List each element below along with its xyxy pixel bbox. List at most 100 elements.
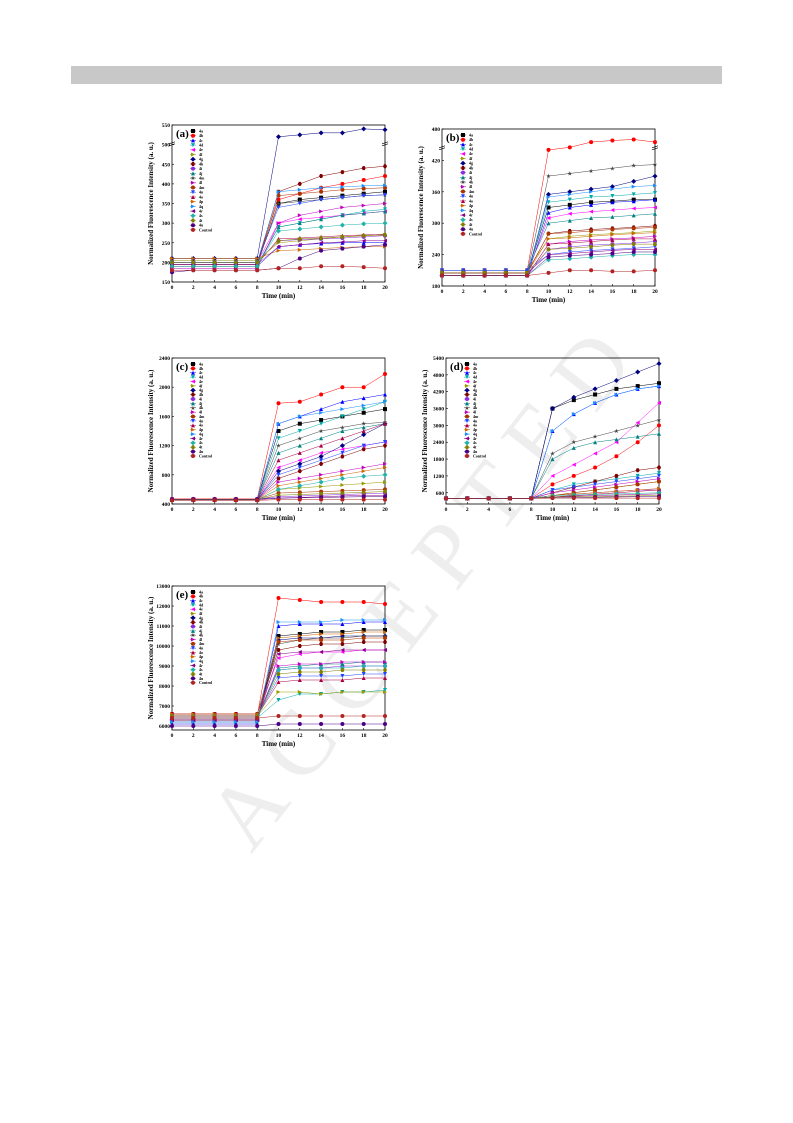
legend-marker <box>461 137 465 142</box>
data-point <box>340 632 345 636</box>
x-tick-label: 18 <box>631 289 637 295</box>
data-point <box>319 638 324 642</box>
data-point <box>340 399 345 404</box>
data-point <box>546 247 551 252</box>
legend-entry: 4h <box>469 165 474 170</box>
data-point <box>297 201 302 206</box>
data-point <box>340 436 345 441</box>
data-point <box>361 410 366 415</box>
data-point <box>276 189 281 194</box>
data-point <box>276 429 281 433</box>
legend-entry: 4e <box>473 379 477 384</box>
data-point <box>319 622 324 626</box>
legend-entry: 4c <box>199 598 203 603</box>
data-point <box>191 724 196 728</box>
data-point <box>191 256 196 261</box>
legend-marker <box>461 198 465 203</box>
data-point <box>631 137 636 142</box>
y-tick-label: 2000 <box>159 385 170 391</box>
data-point <box>383 392 387 397</box>
data-point <box>657 487 661 492</box>
x-tick-label: 6 <box>235 507 238 513</box>
axis-break-mark <box>438 147 446 151</box>
data-point <box>255 260 260 265</box>
legend-entry: 4b <box>469 137 474 142</box>
data-point <box>550 482 555 487</box>
data-point <box>361 494 366 499</box>
data-point <box>340 662 345 666</box>
y-tick-label: 4200 <box>433 390 444 396</box>
data-point <box>383 630 387 634</box>
data-point <box>361 469 366 474</box>
legend-entry: 4d <box>199 602 204 607</box>
legend-marker <box>191 432 195 437</box>
data-point <box>631 226 636 231</box>
legend-entry: 4k <box>469 180 474 185</box>
data-point <box>319 189 324 194</box>
legend-entry: 4e <box>469 151 473 156</box>
data-point <box>382 127 388 133</box>
data-point <box>383 421 387 426</box>
axis-break-mark <box>168 141 176 145</box>
data-point <box>546 257 551 263</box>
data-point <box>276 656 281 660</box>
data-point <box>297 622 302 626</box>
data-point <box>340 472 345 477</box>
legend-marker <box>191 129 195 133</box>
data-point <box>589 268 594 273</box>
data-point <box>589 195 594 200</box>
data-point <box>340 668 345 672</box>
data-point <box>635 496 640 501</box>
x-tick-label: 4 <box>213 733 216 739</box>
data-point <box>233 716 238 720</box>
legend-marker <box>465 432 469 437</box>
panel-label: (d) <box>450 361 464 373</box>
data-point <box>657 473 661 478</box>
data-point <box>340 181 345 186</box>
data-point <box>588 186 594 192</box>
y-tick-label: 350 <box>162 202 171 208</box>
legend-marker <box>465 410 469 415</box>
data-point <box>610 237 615 242</box>
data-point <box>212 720 217 724</box>
data-point <box>319 236 324 241</box>
legend-entry: 4g <box>469 161 473 166</box>
y-tick-label: 2400 <box>159 356 170 362</box>
y-tick-label: 11000 <box>157 624 171 630</box>
data-point <box>614 485 619 490</box>
data-point <box>546 255 551 260</box>
legend-entry: 4k <box>199 405 204 410</box>
x-tick-label: 14 <box>318 285 324 291</box>
data-point <box>170 256 174 261</box>
data-point <box>276 667 281 673</box>
data-point <box>631 269 636 274</box>
x-tick-label: 8 <box>256 507 259 513</box>
data-point <box>297 221 302 226</box>
legend-marker <box>191 204 195 209</box>
data-point <box>319 407 324 412</box>
data-point <box>297 476 302 481</box>
legend-entry: 4i <box>199 166 203 171</box>
data-point <box>610 247 615 252</box>
data-point <box>383 201 387 206</box>
x-tick-label: 20 <box>652 289 658 295</box>
data-point <box>361 600 366 604</box>
data-point <box>340 239 345 244</box>
data-point <box>361 714 366 718</box>
x-tick-label: 0 <box>171 285 174 291</box>
data-point <box>550 473 555 478</box>
data-point <box>276 458 281 463</box>
data-point <box>635 479 640 484</box>
data-point <box>652 173 658 179</box>
legend-entry: 4m <box>199 414 205 419</box>
data-point: ★ <box>614 428 619 435</box>
legend-marker: ★ <box>464 405 469 412</box>
data-point <box>525 273 530 278</box>
data-point <box>571 496 576 501</box>
data-point <box>550 457 555 462</box>
x-tick-label: 10 <box>276 285 282 291</box>
series-line <box>446 383 660 499</box>
legend-entry: 4l <box>199 180 203 185</box>
data-point <box>383 497 387 502</box>
legend-entry: 4c <box>199 138 203 143</box>
